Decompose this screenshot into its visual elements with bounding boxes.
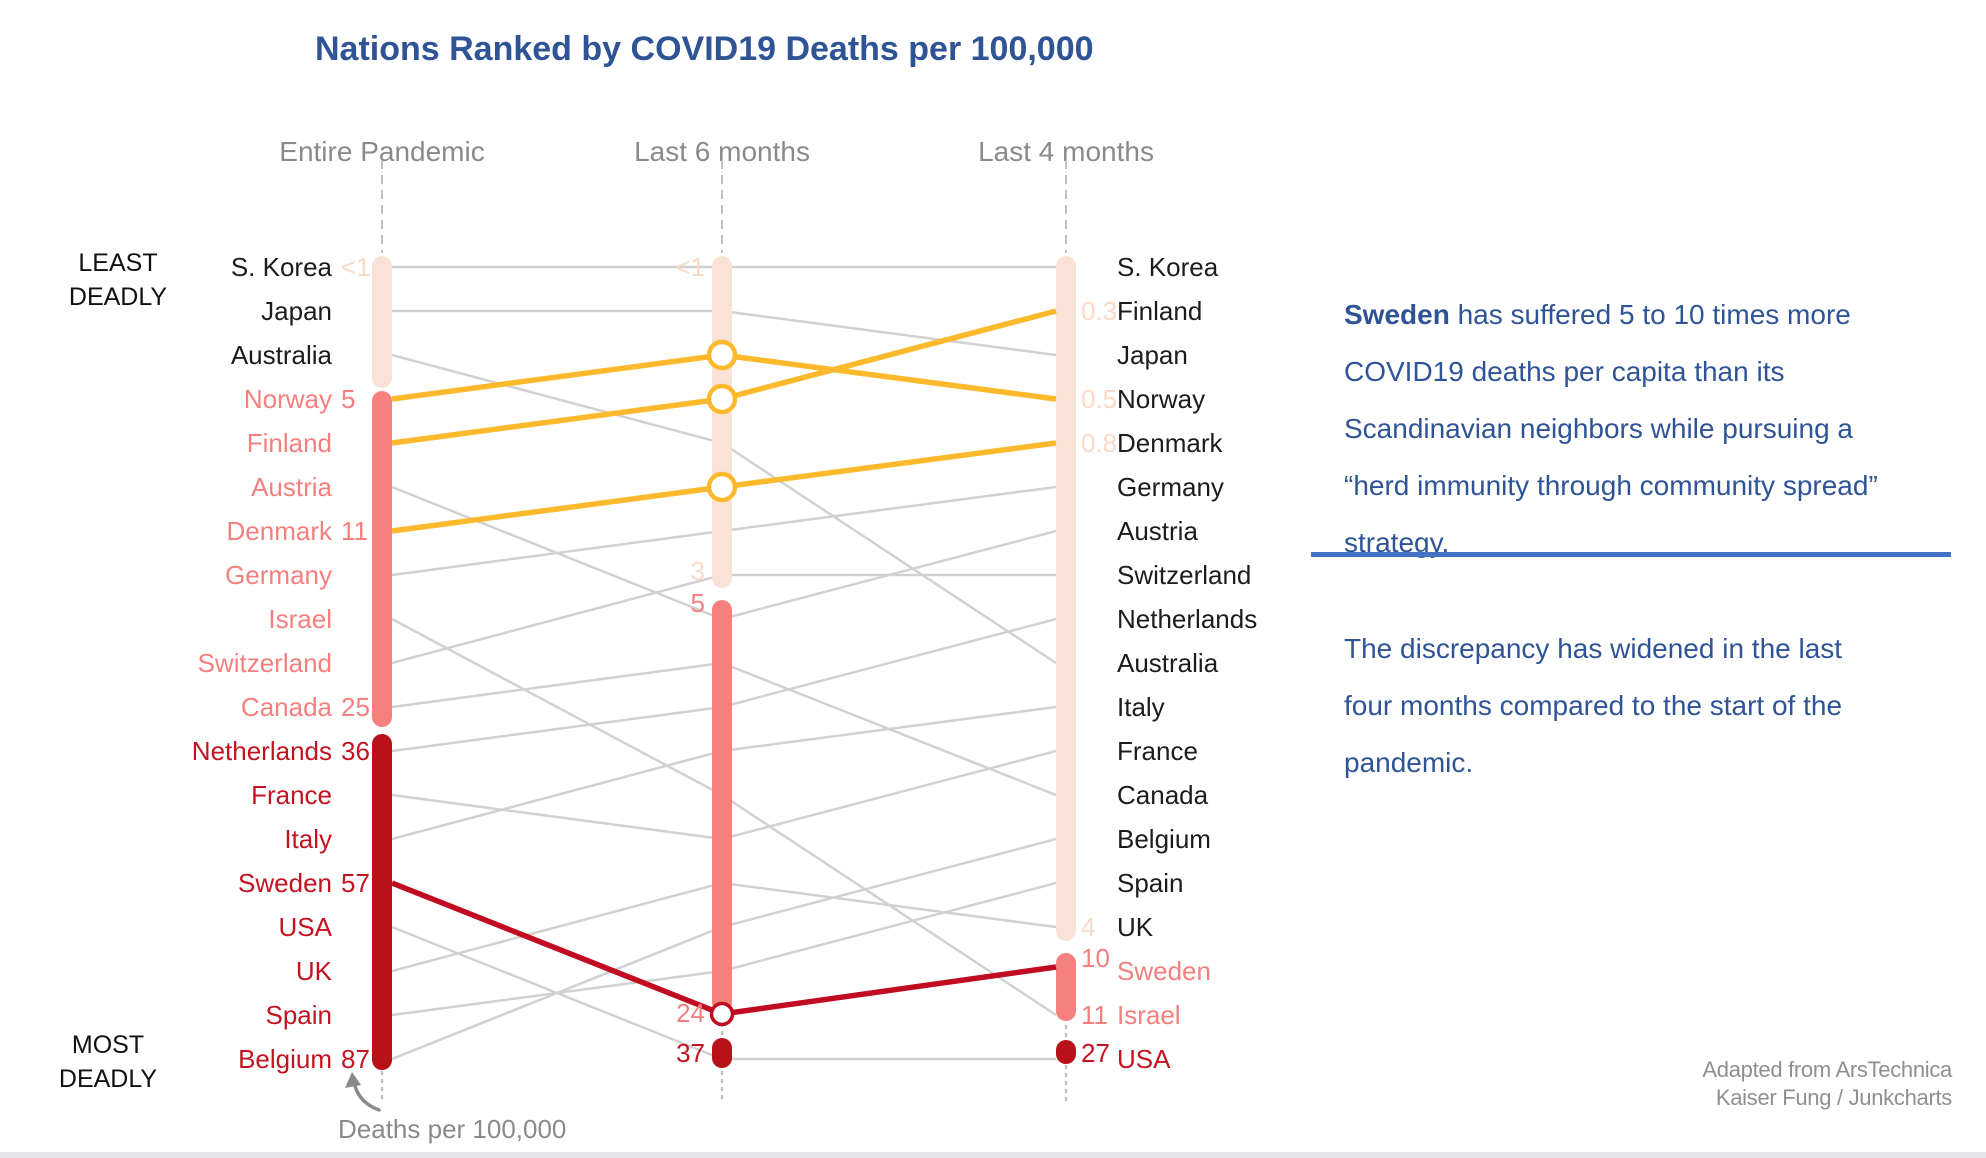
- country-value-last6-austria: 5: [690, 588, 705, 618]
- bar-segment-darkred: [1056, 1040, 1076, 1064]
- marker-circle-denmark: [706, 471, 738, 503]
- bottom-scrollbar-track[interactable]: [0, 1152, 1986, 1158]
- country-label-last4-norway: Norway: [1117, 384, 1206, 414]
- country-label-entire-s-korea: S. Korea: [230, 252, 332, 282]
- country-label-entire-switzerland: Switzerland: [197, 648, 332, 678]
- country-value-last4-denmark: 0.8: [1081, 428, 1118, 458]
- annotation-paragraph-2: The discrepancy has widened in the last …: [1344, 633, 1843, 778]
- country-label-entire-italy: Italy: [284, 824, 332, 854]
- annotation-text-1: has suffered 5 to 10 times more COVID19 …: [1344, 299, 1878, 558]
- country-label-entire-usa: USA: [278, 912, 332, 942]
- country-label-last4-france: France: [1117, 736, 1198, 766]
- country-value-last4-uk: 4: [1081, 912, 1096, 942]
- chart-title: Nations Ranked by COVID19 Deaths per 100…: [315, 30, 1094, 68]
- bar-segment-peach: [1056, 256, 1076, 941]
- country-label-last4-canada: Canada: [1117, 780, 1209, 810]
- country-label-entire-finland: Finland: [246, 428, 332, 458]
- country-label-entire-sweden: Sweden: [238, 868, 332, 898]
- country-value-last6-sweden: 24: [676, 998, 705, 1028]
- country-value-entire-belgium: 87: [341, 1044, 370, 1074]
- country-label-last4-japan: Japan: [1117, 340, 1188, 370]
- country-label-last4-netherlands: Netherlands: [1117, 604, 1258, 634]
- country-label-last4-s-korea: S. Korea: [1117, 252, 1219, 282]
- country-value-entire-sweden: 57: [341, 868, 370, 898]
- country-value-last4-finland: 0.3: [1081, 296, 1118, 326]
- country-label-last4-israel: Israel: [1117, 1000, 1181, 1030]
- country-value-entire-canada: 25: [341, 692, 370, 722]
- country-label-last4-belgium: Belgium: [1117, 824, 1211, 854]
- country-label-entire-canada: Canada: [240, 692, 332, 722]
- country-value-entire-norway: 5: [341, 384, 356, 414]
- country-label-last4-uk: UK: [1117, 912, 1154, 942]
- country-value-last6-usa: 37: [676, 1038, 705, 1068]
- country-label-last4-australia: Australia: [1117, 648, 1219, 678]
- most-deadly-label: MOST DEADLY: [58, 1031, 158, 1093]
- bar-segment-peach: [712, 256, 732, 588]
- bar-segment-darkred: [372, 734, 392, 1070]
- country-label-entire-netherlands: Netherlands: [191, 736, 332, 766]
- country-label-last4-denmark: Denmark: [1117, 428, 1223, 458]
- country-label-entire-uk: UK: [295, 956, 332, 986]
- bar-segment-peach: [372, 256, 392, 388]
- country-value-last4-sweden: 10: [1081, 943, 1110, 973]
- annotation-divider: [1311, 552, 1951, 557]
- country-label-entire-japan: Japan: [261, 296, 332, 326]
- annotation-paragraph-1: Sweden has suffered 5 to 10 times more C…: [1344, 286, 1974, 571]
- marker-circle-sweden: [709, 1001, 735, 1027]
- country-label-last4-sweden: Sweden: [1117, 956, 1211, 986]
- attribution-text: Adapted from ArsTechnica Kaiser Fung / J…: [1702, 1057, 1952, 1110]
- country-label-entire-austria: Austria: [251, 472, 332, 502]
- bar-segment-salmon: [1056, 953, 1076, 1021]
- country-value-entire-netherlands: 36: [341, 736, 370, 766]
- country-value-last4-usa: 27: [1081, 1038, 1110, 1068]
- country-label-entire-australia: Australia: [230, 340, 332, 370]
- country-label-last4-germany: Germany: [1117, 472, 1224, 502]
- country-label-last4-finland: Finland: [1117, 296, 1203, 326]
- country-value-last6-switzerland: 3: [690, 556, 705, 586]
- country-label-last4-usa: USA: [1117, 1044, 1171, 1074]
- marker-circle-finland: [706, 383, 738, 415]
- bar-segment-darkred: [712, 1038, 732, 1068]
- country-value-entire-s-korea: <1: [341, 252, 371, 282]
- least-deadly-label: LEAST DEADLY: [68, 249, 168, 311]
- country-label-last4-switzerland: Switzerland: [1117, 560, 1252, 590]
- country-label-entire-germany: Germany: [225, 560, 332, 590]
- bar-segment-salmon: [712, 600, 732, 1012]
- footnote-arrow: [353, 1084, 381, 1112]
- country-value-last4-israel: 11: [1081, 1000, 1108, 1030]
- country-label-entire-denmark: Denmark: [226, 516, 332, 546]
- country-label-entire-israel: Israel: [268, 604, 332, 634]
- marker-circle-norway: [706, 339, 738, 371]
- country-label-last4-spain: Spain: [1117, 868, 1184, 898]
- bar-segment-salmon: [372, 391, 392, 727]
- deaths-per-100k-footnote: Deaths per 100,000: [338, 1114, 567, 1144]
- country-label-entire-norway: Norway: [243, 384, 332, 414]
- footnote-arrowhead: [345, 1072, 361, 1088]
- annotation-bold-sweden: Sweden: [1344, 299, 1450, 330]
- country-value-last4-norway: 0.5: [1081, 384, 1118, 414]
- country-label-entire-spain: Spain: [265, 1000, 333, 1030]
- country-label-entire-france: France: [251, 780, 332, 810]
- country-label-entire-belgium: Belgium: [238, 1044, 332, 1074]
- country-label-last4-italy: Italy: [1117, 692, 1165, 722]
- country-value-last6-s-korea: <1: [675, 252, 705, 282]
- country-label-last4-austria: Austria: [1117, 516, 1198, 546]
- country-value-entire-denmark: 11: [341, 516, 368, 546]
